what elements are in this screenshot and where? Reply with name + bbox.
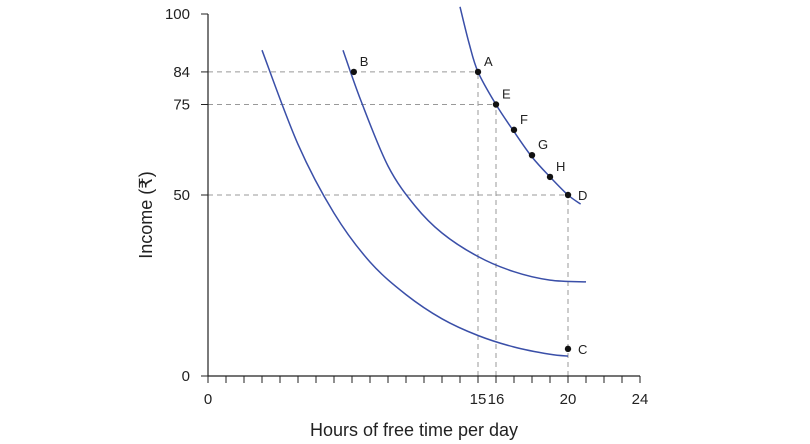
- x-tick-label: 15: [470, 391, 487, 408]
- point-a: [474, 68, 482, 76]
- point-label-b: B: [360, 54, 369, 69]
- point-g: [528, 151, 536, 159]
- guide-lines: [208, 71, 569, 376]
- point-label-f: F: [520, 112, 528, 127]
- ticks: 0 15 16 20 24 0 50 75 84 100: [165, 6, 648, 408]
- point-e: [492, 101, 500, 108]
- point-label-e: E: [502, 87, 511, 102]
- x-axis-title: Hours of free time per day: [310, 420, 518, 440]
- point-label-g: G: [538, 137, 548, 152]
- point-c: [564, 345, 572, 353]
- y-axis-title: Income (₹): [136, 171, 156, 258]
- x-tick-label: 0: [204, 391, 212, 408]
- point-label-d: D: [578, 188, 587, 203]
- indifference-curve-low: [261, 49, 569, 357]
- x-tick-label: 24: [632, 391, 649, 408]
- y-tick-label: 50: [173, 187, 190, 204]
- x-tick-label: 16: [488, 391, 505, 408]
- point-b: [350, 68, 357, 76]
- indifference-curves: [261, 6, 587, 357]
- point-d: [564, 191, 572, 199]
- y-tick-label: 0: [182, 368, 190, 385]
- y-tick-label: 100: [165, 6, 190, 23]
- y-tick-label: 84: [173, 64, 190, 81]
- point-label-c: C: [578, 342, 587, 357]
- point-h: [546, 173, 554, 181]
- point-label-h: H: [556, 159, 565, 174]
- point-f: [510, 126, 518, 134]
- point-label-a: A: [484, 54, 493, 69]
- indifference-curve-middle: [342, 49, 587, 283]
- x-tick-label: 20: [560, 391, 577, 408]
- y-tick-label: 75: [173, 97, 190, 114]
